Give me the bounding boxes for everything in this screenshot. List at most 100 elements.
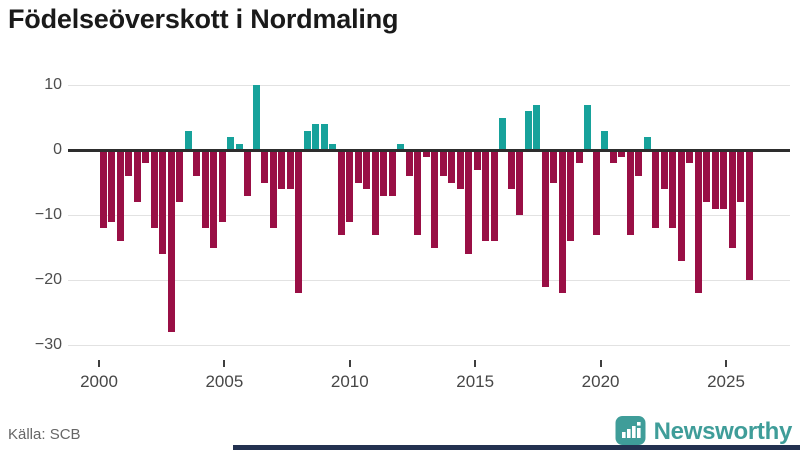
bar bbox=[473, 150, 481, 170]
bar bbox=[677, 150, 685, 261]
bar bbox=[252, 85, 260, 150]
plot-area: 10 0 −10 −20 −30 2000 2005 2010 2015 2020 2025 bbox=[34, 76, 790, 391]
bar bbox=[371, 150, 379, 235]
bar bbox=[686, 150, 693, 163]
bar bbox=[728, 150, 736, 248]
bar bbox=[218, 150, 226, 222]
y-tick-label: −30 bbox=[34, 336, 62, 353]
bar bbox=[507, 150, 515, 189]
bar bbox=[193, 150, 200, 176]
y-tick-label: −20 bbox=[34, 271, 62, 288]
x-tick-label: 2005 bbox=[205, 372, 244, 391]
bar bbox=[269, 150, 277, 228]
bar bbox=[133, 150, 141, 202]
bar bbox=[669, 150, 676, 228]
bar bbox=[490, 150, 498, 241]
x-tick bbox=[725, 360, 727, 367]
x-tick bbox=[348, 360, 351, 367]
bottom-accent-bar bbox=[233, 445, 800, 450]
bar bbox=[414, 150, 421, 235]
bar bbox=[626, 150, 634, 235]
bar bbox=[159, 150, 166, 254]
x-tick-label: 2025 bbox=[707, 372, 745, 391]
bar bbox=[541, 150, 549, 287]
bar bbox=[210, 150, 217, 248]
bar bbox=[363, 150, 370, 189]
bar bbox=[635, 150, 642, 176]
x-tick-label: 2015 bbox=[456, 372, 495, 391]
bar bbox=[567, 150, 574, 241]
bar bbox=[167, 150, 175, 332]
bar bbox=[405, 150, 413, 176]
bar bbox=[337, 150, 345, 235]
bar bbox=[465, 150, 472, 254]
bar bbox=[312, 124, 319, 150]
bar bbox=[448, 150, 455, 183]
newsworthy-icon bbox=[615, 415, 646, 449]
bar bbox=[609, 150, 617, 163]
bar bbox=[550, 150, 557, 183]
bar bbox=[575, 150, 583, 163]
bar bbox=[329, 143, 336, 150]
bar bbox=[346, 150, 353, 222]
bar bbox=[592, 150, 600, 235]
y-tick-label: −10 bbox=[34, 206, 62, 223]
bar bbox=[643, 137, 651, 150]
newsworthy-logo: Newsworthy bbox=[615, 415, 792, 449]
bar bbox=[431, 150, 438, 248]
gridline bbox=[68, 344, 790, 346]
bar bbox=[422, 150, 430, 157]
bar bbox=[227, 137, 234, 150]
bar bbox=[286, 150, 294, 189]
x-tick bbox=[474, 360, 477, 367]
gridline bbox=[68, 214, 790, 216]
bar bbox=[397, 143, 404, 150]
bar bbox=[278, 150, 285, 189]
bar bbox=[516, 150, 523, 215]
bar bbox=[388, 150, 396, 196]
bar bbox=[201, 150, 209, 228]
bar bbox=[601, 130, 608, 150]
bar bbox=[125, 150, 132, 176]
bar bbox=[439, 150, 447, 176]
bar bbox=[116, 150, 124, 241]
bar bbox=[354, 150, 362, 183]
x-tick-label: 2010 bbox=[330, 372, 369, 391]
bar bbox=[703, 150, 710, 202]
x-tick bbox=[223, 360, 226, 367]
bar bbox=[584, 104, 591, 150]
bar bbox=[184, 130, 192, 150]
bar bbox=[295, 150, 302, 293]
bar bbox=[261, 150, 268, 183]
bar bbox=[320, 124, 328, 150]
bar bbox=[380, 150, 387, 196]
bar bbox=[737, 150, 744, 202]
x-tick-label: 2020 bbox=[581, 372, 620, 391]
bar bbox=[142, 150, 149, 163]
chart-title: Födelseöverskott i Nordmaling bbox=[8, 4, 399, 34]
gridline bbox=[68, 279, 790, 281]
source-text: Källa: SCB bbox=[8, 426, 81, 443]
bar bbox=[745, 150, 753, 280]
bar bbox=[558, 150, 566, 293]
x-tick bbox=[98, 360, 100, 367]
bar bbox=[524, 111, 532, 150]
y-tick-label: 0 bbox=[53, 141, 62, 158]
gridline bbox=[68, 84, 790, 86]
bar bbox=[176, 150, 183, 202]
bar bbox=[108, 150, 115, 222]
bar bbox=[150, 150, 158, 228]
zero-line bbox=[68, 148, 790, 152]
y-tick-label: 10 bbox=[44, 76, 62, 93]
bar bbox=[244, 150, 251, 196]
bar bbox=[660, 150, 668, 189]
bar bbox=[618, 150, 625, 157]
bar bbox=[694, 150, 702, 293]
bar bbox=[235, 143, 243, 150]
bar bbox=[652, 150, 659, 228]
bar bbox=[482, 150, 489, 241]
x-tick-label: 2000 bbox=[80, 372, 118, 391]
x-tick bbox=[599, 360, 602, 367]
newsworthy-wordmark: Newsworthy bbox=[653, 418, 793, 445]
